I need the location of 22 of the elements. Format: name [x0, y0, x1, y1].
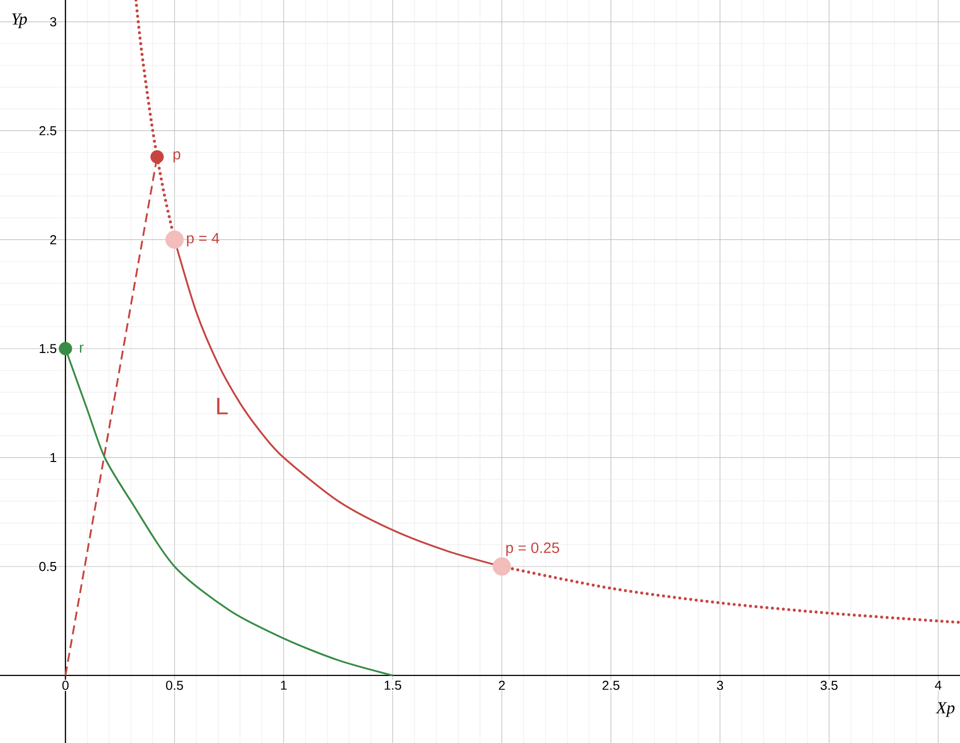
annotation: r	[80, 344, 84, 353]
x-tick-label: 2.5	[602, 680, 620, 690]
y-tick-label: 2.5	[39, 126, 56, 136]
x-tick-label: 0	[62, 680, 69, 690]
x-tick-label: 4	[934, 680, 942, 690]
y-tick-label: 2	[50, 235, 56, 244]
y-tick-label: 3	[50, 17, 56, 26]
annotation: p	[174, 151, 180, 162]
y-tick-label: 0.5	[39, 562, 56, 572]
x-tick-label: 2	[498, 680, 505, 690]
annotation: p = 0.25	[506, 542, 560, 556]
x-tick-label: 1	[281, 680, 287, 690]
x-tick-label: 1.5	[384, 680, 402, 690]
y-tick-label: 1.5	[40, 344, 56, 354]
x-tick-label: 3	[716, 680, 724, 690]
x-tick-label: 3.5	[820, 680, 838, 690]
y-axis-title: Yp	[12, 13, 27, 28]
x-axis-title: Xp	[936, 702, 955, 717]
annotation: p = 4	[187, 232, 220, 246]
annotation: L	[217, 398, 228, 414]
x-tick-label: 0.5	[166, 680, 184, 690]
y-tick-label: 1	[50, 453, 56, 462]
